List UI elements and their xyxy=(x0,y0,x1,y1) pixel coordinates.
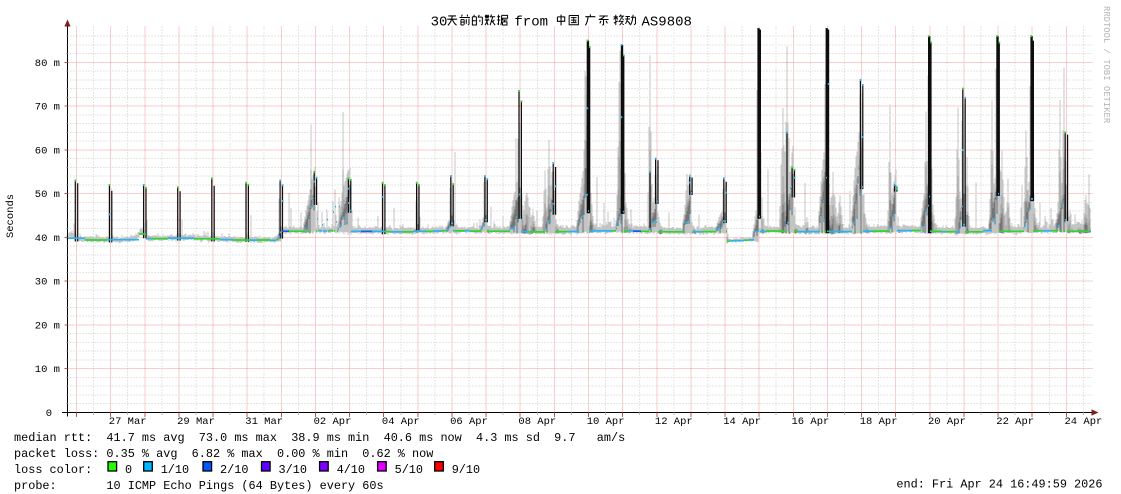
svg-text:02 Apr: 02 Apr xyxy=(314,416,352,428)
svg-text:10 Apr: 10 Apr xyxy=(587,416,625,428)
svg-text:24 Apr: 24 Apr xyxy=(1064,416,1102,428)
svg-text:RRDTOOL / TOBI OETIKER: RRDTOOL / TOBI OETIKER xyxy=(1101,6,1111,124)
svg-text:30: 30 xyxy=(431,15,448,31)
svg-text:packet loss: 0.35 % avg 6.82: packet loss: 0.35 % avg 6.82 % max 0.00 … xyxy=(14,447,433,461)
svg-text:22 Apr: 22 Apr xyxy=(996,416,1034,428)
svg-text:1/10: 1/10 xyxy=(161,463,189,477)
svg-text:0: 0 xyxy=(125,463,132,477)
svg-text:06 Apr: 06 Apr xyxy=(450,416,488,428)
svg-text:60 m: 60 m xyxy=(35,145,60,157)
svg-text:20 m: 20 m xyxy=(35,320,60,332)
svg-text:3/10: 3/10 xyxy=(279,463,307,477)
svg-text:18 Apr: 18 Apr xyxy=(860,416,898,428)
svg-text:14 Apr: 14 Apr xyxy=(723,416,761,428)
svg-text:end: Fri Apr 24 16:49:59 2026: end: Fri Apr 24 16:49:59 2026 xyxy=(896,478,1102,492)
svg-text:10 m: 10 m xyxy=(35,364,60,376)
svg-text:0: 0 xyxy=(46,408,52,420)
svg-text:AS9808: AS9808 xyxy=(642,15,692,31)
svg-text:4/10: 4/10 xyxy=(337,463,365,477)
svg-text:Seconds: Seconds xyxy=(5,194,17,238)
svg-text:9/10: 9/10 xyxy=(452,463,480,477)
svg-text:2/10: 2/10 xyxy=(220,463,248,477)
svg-text:16 Apr: 16 Apr xyxy=(791,416,829,428)
svg-text:70 m: 70 m xyxy=(35,102,60,114)
svg-text:from: from xyxy=(514,15,548,31)
svg-text:5/10: 5/10 xyxy=(395,463,423,477)
svg-text:20 Apr: 20 Apr xyxy=(928,416,966,428)
svg-text:40 m: 40 m xyxy=(35,233,60,245)
svg-text:12 Apr: 12 Apr xyxy=(655,416,693,428)
svg-text:30 m: 30 m xyxy=(35,277,60,289)
svg-text:probe: 10 ICMP Echo Ping: probe: 10 ICMP Echo Pings (64 Bytes) eve… xyxy=(14,479,384,493)
svg-text:loss color:: loss color: xyxy=(14,463,92,477)
svg-text:04 Apr: 04 Apr xyxy=(382,416,420,428)
svg-text:median rtt: 41.7 ms avg 73.0: median rtt: 41.7 ms avg 73.0 ms max 38.9… xyxy=(14,431,625,445)
svg-text:31 Mar: 31 Mar xyxy=(245,416,283,428)
svg-text:29 Mar: 29 Mar xyxy=(177,416,215,428)
svg-text:08 Apr: 08 Apr xyxy=(518,416,556,428)
svg-text:27 Mar: 27 Mar xyxy=(109,416,147,428)
svg-text:80 m: 80 m xyxy=(35,58,60,70)
svg-text:50 m: 50 m xyxy=(35,189,60,201)
